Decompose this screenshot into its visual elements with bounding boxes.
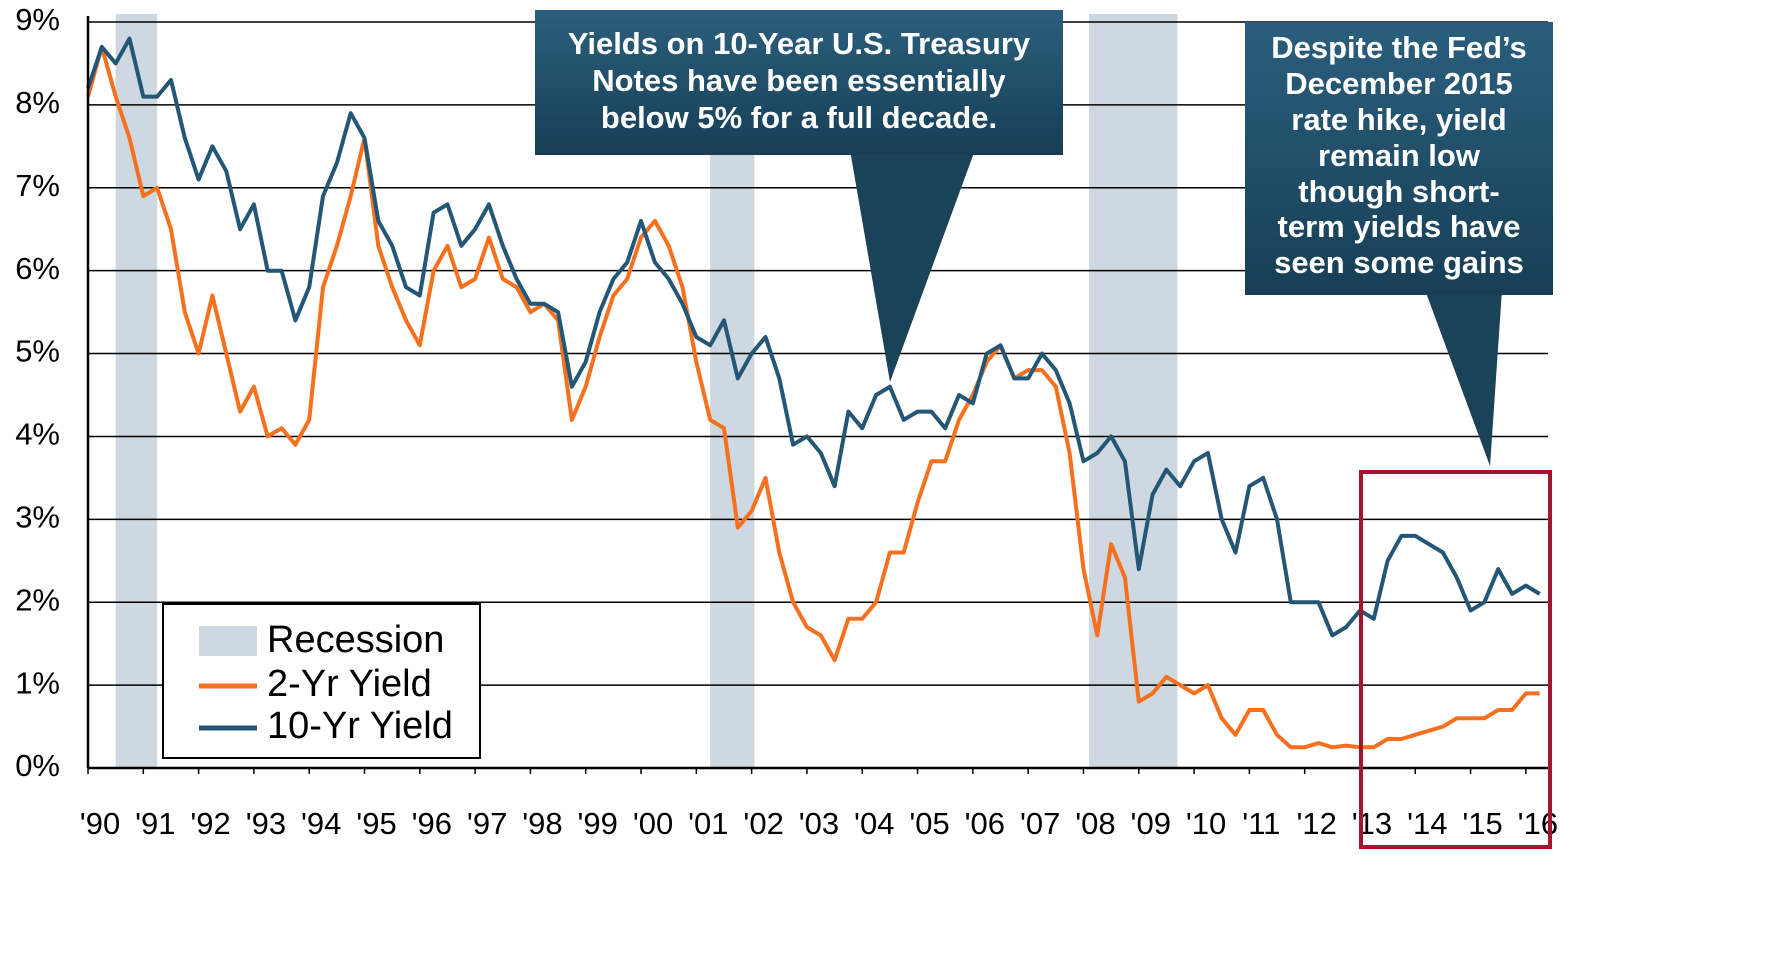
x-tick-label: '01	[688, 806, 728, 841]
callout-pointer	[850, 150, 975, 382]
callout-text: below 5% for a full decade.	[601, 100, 997, 135]
callout-text: Notes have been essentially	[592, 63, 1006, 98]
y-tick-label: 8%	[15, 85, 60, 120]
x-tick-label: '16	[1518, 806, 1558, 841]
legend-swatch	[199, 626, 257, 656]
y-tick-label: 1%	[15, 665, 60, 700]
callout-text: though short-	[1298, 174, 1499, 209]
x-tick-label: '08	[1075, 806, 1115, 841]
highlight-box	[1359, 470, 1552, 849]
y-tick-label: 0%	[15, 748, 60, 783]
y-tick-label: 5%	[15, 334, 60, 369]
legend-label: Recession	[267, 619, 444, 661]
callout-text: December 2015	[1285, 66, 1513, 101]
annotation: Despite the Fed’s December 2015 rate hik…	[1245, 22, 1553, 466]
x-tick-label: '98	[522, 806, 562, 841]
x-tick-label: '97	[467, 806, 507, 841]
x-tick-label: '90	[80, 806, 120, 841]
series-line	[86, 44, 1540, 750]
series-line	[86, 36, 1541, 638]
y-tick-label: 9%	[15, 2, 60, 37]
x-tick-label: '92	[190, 806, 230, 841]
y-tick-label: 7%	[15, 168, 60, 203]
x-tick-label: '14	[1407, 806, 1447, 841]
callout-text: rate hike, yield	[1291, 102, 1506, 137]
x-tick-label: '03	[799, 806, 839, 841]
callout-pointer	[1425, 290, 1502, 466]
callout-text: Yields on 10-Year U.S. Treasury	[568, 26, 1031, 61]
legend-label: 2-Yr Yield	[267, 663, 432, 705]
y-tick-label: 4%	[15, 417, 60, 452]
x-tick-label: '10	[1186, 806, 1226, 841]
x-tick-label: '09	[1131, 806, 1171, 841]
callout-box	[1245, 22, 1553, 295]
lines	[86, 36, 1541, 750]
x-tick-label: '93	[246, 806, 286, 841]
recession-band	[115, 14, 158, 768]
axes: 0% 1% 2% 3% 4% 5% 6% 7% 8% 9% '90 '91 '92 '93 '94 '95 '9…	[15, 2, 1558, 841]
callout-box	[535, 10, 1063, 155]
y-tick-label: 6%	[15, 251, 60, 286]
x-tick-label: '15	[1462, 806, 1502, 841]
y-tick-label: 2%	[15, 582, 60, 617]
legend-label: 10-Yr Yield	[267, 705, 453, 747]
x-tick-label: '91	[135, 806, 175, 841]
x-tick-label: '04	[854, 806, 894, 841]
x-tick-label: '07	[1020, 806, 1060, 841]
y-tick-label: 3%	[15, 500, 60, 535]
x-tick-label: '05	[909, 806, 949, 841]
x-tick-label: '95	[356, 806, 396, 841]
annotation: Yields on 10-Year U.S. Treasury Notes ha…	[535, 10, 1063, 382]
x-tick-label: '99	[578, 806, 618, 841]
callout-text: term yields have	[1278, 209, 1521, 244]
x-tick-label: '00	[633, 806, 673, 841]
callout-text: Despite the Fed’s	[1271, 30, 1527, 65]
callout-text: seen some gains	[1274, 245, 1524, 280]
x-tick-label: '06	[965, 806, 1005, 841]
callout-text: remain low	[1318, 138, 1481, 173]
x-tick-label: '02	[743, 806, 783, 841]
x-tick-label: '94	[301, 806, 341, 841]
x-tick-label: '13	[1352, 806, 1392, 841]
x-tick-label: '96	[412, 806, 452, 841]
x-tick-label: '11	[1242, 806, 1280, 841]
x-tick-label: '12	[1296, 806, 1336, 841]
